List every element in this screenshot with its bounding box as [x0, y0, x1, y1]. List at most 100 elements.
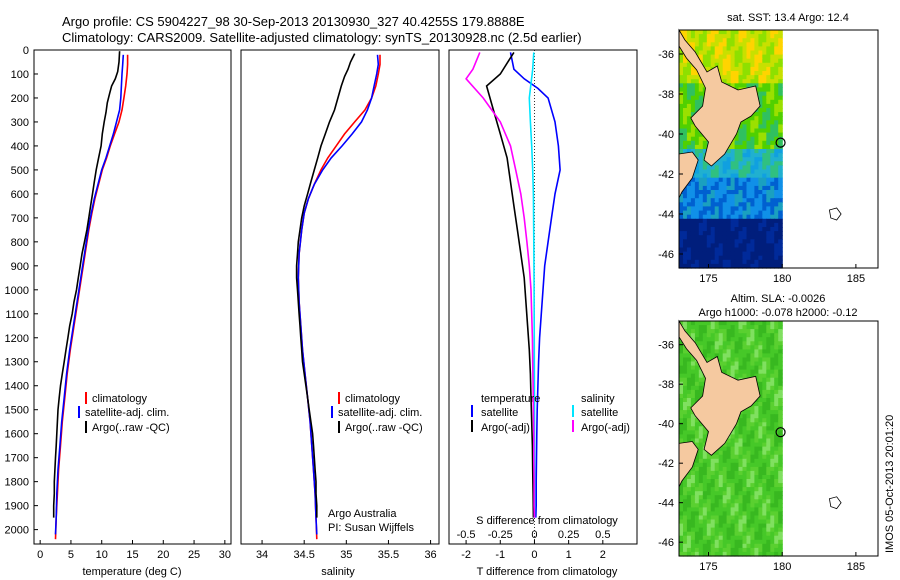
temperature-legend-climatology: climatology — [92, 393, 148, 405]
map-cell — [778, 438, 783, 444]
map-cell — [746, 515, 752, 521]
map-cell — [726, 173, 732, 179]
map-cell — [726, 46, 732, 52]
map-cell — [714, 523, 720, 529]
map-cell — [686, 194, 692, 199]
map-cell — [694, 543, 700, 549]
map-cell — [722, 153, 728, 158]
map-cell — [694, 442, 700, 448]
map-cell — [698, 321, 704, 326]
map-cell — [722, 345, 728, 350]
map-cell — [722, 71, 728, 76]
map-cell — [754, 454, 759, 460]
map-cell — [742, 333, 748, 338]
map-cell — [754, 365, 759, 371]
map-cell — [766, 161, 771, 166]
map-cell — [766, 227, 771, 232]
map-cell — [734, 46, 740, 52]
map-cell — [770, 479, 775, 484]
map-cell — [679, 62, 684, 68]
map-cell — [734, 426, 740, 431]
map-cell — [702, 169, 708, 175]
map-cell — [726, 161, 732, 166]
map-cell — [726, 543, 732, 549]
map-cell — [683, 475, 688, 480]
map-cell — [686, 263, 692, 269]
map-cell — [702, 487, 708, 492]
map-cell — [730, 202, 736, 207]
map-cell — [746, 551, 752, 557]
map-cell — [679, 341, 684, 346]
map-cell — [774, 426, 779, 431]
map-cell — [758, 422, 763, 427]
title-line-1: Argo profile: CS 5904227_98 30-Sep-2013 … — [62, 14, 525, 29]
map-cell — [754, 144, 759, 150]
map-cell — [778, 357, 783, 363]
map-cell — [766, 381, 771, 387]
map-cell — [698, 475, 704, 480]
map-cell — [694, 231, 700, 236]
map-cell — [710, 42, 716, 47]
map-cell — [683, 263, 688, 269]
pressure-tick-label: 0 — [23, 45, 29, 57]
map-cell — [770, 103, 775, 109]
map-cell — [770, 38, 775, 43]
map-cell — [679, 499, 684, 504]
map-cell — [750, 79, 755, 84]
map-cell — [758, 385, 763, 391]
map-cell — [750, 251, 755, 257]
map-cell — [778, 75, 783, 80]
map-cell — [702, 547, 708, 553]
map-cell — [766, 426, 771, 431]
map-cell — [694, 177, 700, 183]
map-cell — [778, 259, 783, 265]
map-cell — [746, 124, 752, 130]
map-cell — [722, 458, 728, 464]
map-cell — [690, 83, 696, 88]
map-cell — [766, 218, 771, 224]
map-cell — [742, 38, 748, 43]
map-cell — [686, 547, 692, 553]
map-cell — [734, 333, 740, 338]
map-cell — [778, 337, 783, 342]
map-cell — [702, 50, 708, 56]
map-cell — [726, 235, 732, 240]
map-cell — [714, 535, 720, 541]
map-cell — [778, 210, 783, 216]
map-cell — [686, 551, 692, 557]
map-cell — [710, 523, 716, 529]
map-cell — [758, 470, 763, 476]
map-cell — [738, 458, 744, 464]
map-cell — [706, 353, 712, 359]
map-cell — [762, 539, 767, 545]
map-cell — [690, 218, 696, 224]
map-cell — [754, 231, 759, 236]
map-cell — [778, 218, 783, 224]
map-cell — [750, 210, 755, 216]
map-cell — [690, 239, 696, 244]
map-cell — [770, 243, 775, 249]
map-cell — [690, 177, 696, 183]
map-cell — [742, 551, 748, 557]
map-cell — [722, 341, 728, 346]
map-cell — [686, 329, 692, 334]
map-cell — [746, 349, 752, 355]
map-cell — [718, 487, 724, 492]
map-cell — [686, 124, 692, 130]
map-cell — [766, 62, 771, 68]
map-cell — [774, 475, 779, 480]
x-tick-label: 34.5 — [293, 549, 314, 561]
map-cell — [754, 62, 759, 68]
map-cell — [686, 430, 692, 436]
map-cell — [758, 251, 763, 257]
map-cell — [686, 99, 692, 105]
map-cell — [690, 475, 696, 480]
map-cell — [762, 393, 767, 399]
map-cell — [746, 144, 752, 150]
map-cell — [698, 50, 704, 56]
map-cell — [766, 231, 771, 236]
map-cell — [758, 71, 763, 76]
map-cell — [686, 112, 692, 117]
map-cell — [702, 475, 708, 480]
map-cell — [683, 259, 688, 265]
